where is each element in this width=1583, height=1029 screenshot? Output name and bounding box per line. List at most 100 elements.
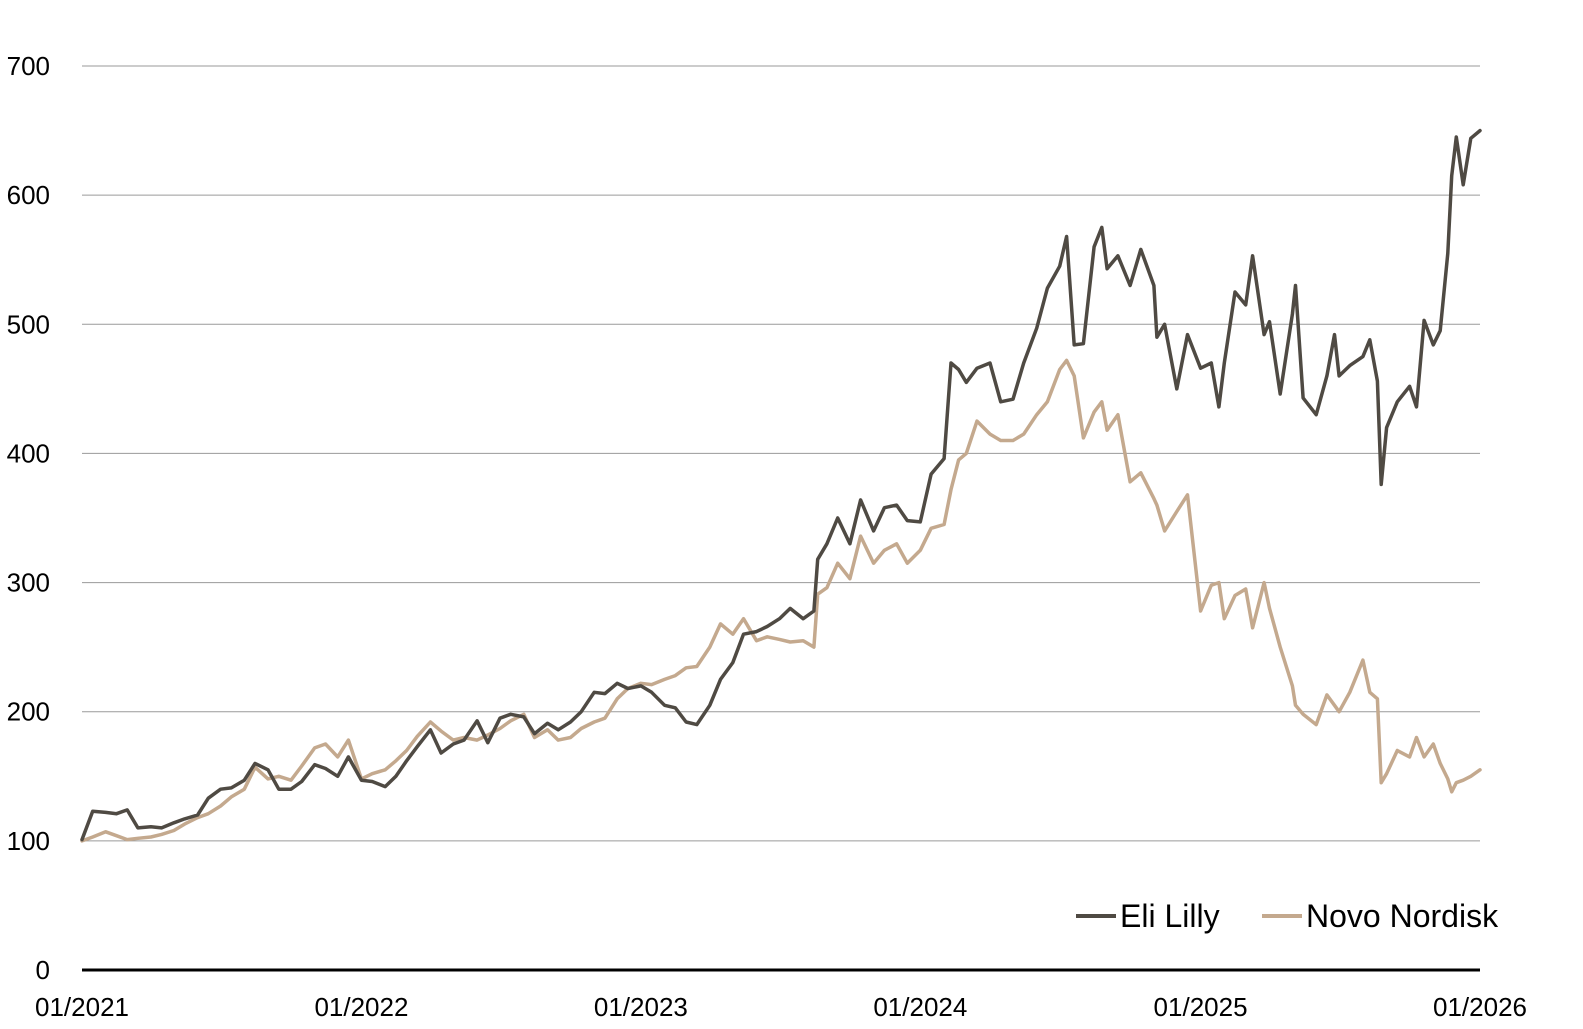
y-tick-label: 200 [7, 697, 50, 727]
data-point [1251, 626, 1254, 629]
data-point [1046, 286, 1049, 290]
data-point [1450, 174, 1453, 177]
data-point [1100, 226, 1104, 229]
data-point [1315, 413, 1318, 416]
data-point [674, 706, 677, 709]
data-point [1439, 329, 1442, 332]
data-point [1422, 755, 1426, 759]
data-point [475, 738, 479, 742]
data-point [313, 763, 316, 766]
data-point [719, 678, 722, 681]
data-point [859, 534, 862, 538]
data-point [429, 728, 432, 731]
data-point [126, 808, 129, 812]
data-point [196, 813, 199, 817]
data-point [999, 400, 1002, 403]
data-point [1175, 387, 1179, 391]
data-point [1163, 323, 1166, 326]
data-point [906, 562, 909, 565]
y-tick-label: 700 [7, 51, 50, 81]
data-point [557, 738, 560, 742]
data-point [1385, 426, 1388, 429]
data-point [336, 755, 339, 759]
data-point [253, 762, 257, 765]
data-point [1082, 436, 1085, 440]
data-point [1396, 400, 1399, 403]
data-point [742, 633, 745, 636]
data-point [1450, 790, 1453, 793]
data-point [498, 727, 502, 730]
data-point [1046, 400, 1049, 403]
data-point [347, 755, 350, 759]
data-point [872, 529, 875, 533]
data-point [1408, 755, 1411, 759]
data-point [1011, 398, 1015, 401]
data-point [1415, 736, 1418, 739]
data-point [1022, 432, 1025, 436]
data-point [766, 625, 769, 628]
x-tick-label: 01/2026 [1433, 992, 1527, 1022]
data-point [104, 830, 107, 833]
data-point [522, 713, 525, 716]
data-point [802, 639, 805, 642]
data-point [1223, 617, 1226, 620]
legend-label: Eli Lilly [1120, 898, 1220, 934]
data-point [91, 810, 94, 813]
data-point [533, 736, 536, 739]
data-point [313, 746, 316, 750]
data-point [1217, 581, 1221, 584]
data-point [1058, 368, 1061, 371]
data-point [324, 742, 327, 746]
data-point [1199, 367, 1202, 370]
data-point [1301, 396, 1305, 400]
data-point [462, 738, 466, 742]
data-point [975, 419, 979, 423]
data-point [1233, 594, 1237, 597]
gridlines [82, 65, 1480, 842]
data-point [650, 683, 653, 686]
x-tick-label: 01/2023 [594, 992, 688, 1022]
data-point [1368, 338, 1372, 341]
legend-item-novo-nordisk: Novo Nordisk [1262, 898, 1499, 934]
data-point [1294, 704, 1297, 707]
data-point [1116, 254, 1120, 257]
data-point [999, 439, 1002, 442]
data-point [1210, 361, 1213, 365]
data-point [1385, 772, 1388, 775]
data-point [1105, 267, 1109, 270]
data-point [1361, 355, 1365, 358]
data-point [136, 837, 140, 840]
data-point [674, 674, 677, 677]
data-point [405, 749, 408, 752]
data-point [742, 617, 745, 620]
data-point [126, 838, 129, 841]
data-point [1455, 781, 1458, 784]
data-point [1155, 336, 1159, 339]
data-point [1446, 252, 1450, 255]
data-point [1279, 392, 1282, 396]
data-point [243, 788, 246, 791]
data-point [371, 780, 374, 783]
series-line [80, 358, 1482, 843]
data-point [1186, 333, 1189, 336]
data-point [895, 542, 898, 545]
data-point [949, 361, 953, 365]
data-point [183, 817, 186, 821]
data-point [965, 381, 968, 384]
data-point [1376, 697, 1379, 700]
x-tick-label: 01/2025 [1154, 992, 1248, 1022]
data-point [778, 617, 781, 620]
data-point [1082, 342, 1085, 345]
data-point [324, 767, 327, 770]
data-point [569, 736, 572, 739]
data-point [1262, 333, 1266, 336]
data-point [1315, 723, 1318, 726]
data-point [1139, 471, 1143, 474]
data-point [230, 795, 233, 799]
y-tick-label: 400 [7, 438, 50, 468]
data-point [695, 723, 698, 726]
data-point [360, 779, 363, 782]
data-point [1325, 693, 1329, 697]
data-point [731, 633, 734, 636]
data-point [475, 719, 479, 722]
